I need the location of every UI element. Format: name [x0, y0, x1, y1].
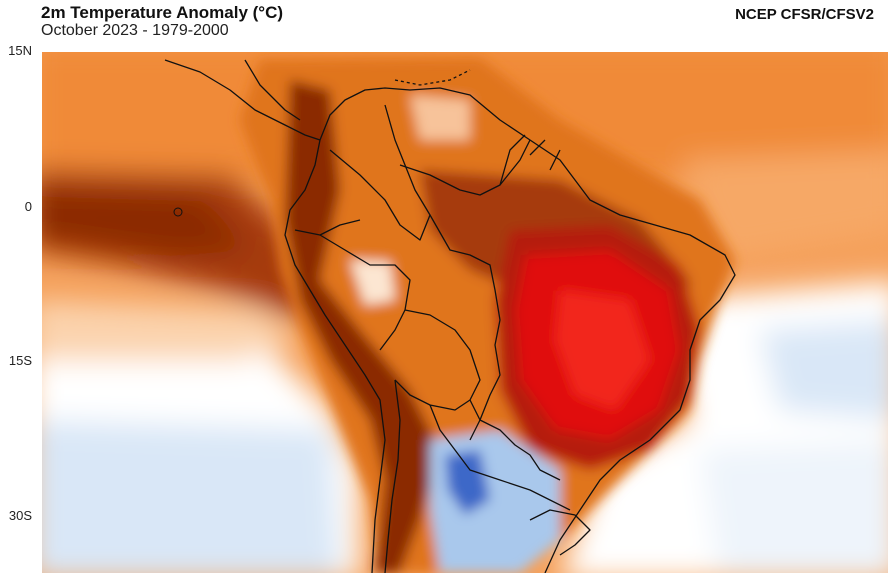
map-subtitle: October 2023 - 1979-2000 [41, 22, 229, 39]
anomaly-map [42, 52, 888, 573]
galapagos-islands [173, 207, 183, 217]
map-title: 2m Temperature Anomaly (°C) [41, 3, 284, 22]
peru-border [319, 234, 411, 351]
country-borders [164, 59, 736, 573]
lat-label-0: 0 [24, 199, 32, 214]
lat-label-30s: 30S [8, 508, 32, 523]
brazil-west-border [429, 214, 501, 441]
ecuador-border [294, 219, 361, 236]
south-america-coast [319, 87, 736, 573]
argentina-border [429, 404, 571, 511]
central-america-coast [164, 59, 321, 141]
paraguay-border [469, 399, 561, 481]
lat-label-15s: 15S [8, 353, 32, 368]
data-source-label: NCEP CFSR/CFSV2 [735, 6, 874, 23]
anomaly-field [42, 52, 888, 573]
continent-field [240, 58, 735, 573]
uruguay-border [529, 509, 591, 556]
lat-label-15n: 15N [8, 43, 32, 58]
colombia-border [329, 104, 431, 241]
disputed-border [394, 69, 471, 86]
venezuela-border [399, 139, 531, 196]
guianas-border [499, 134, 561, 186]
chile-border [384, 379, 401, 573]
bolivia-border [394, 309, 481, 411]
